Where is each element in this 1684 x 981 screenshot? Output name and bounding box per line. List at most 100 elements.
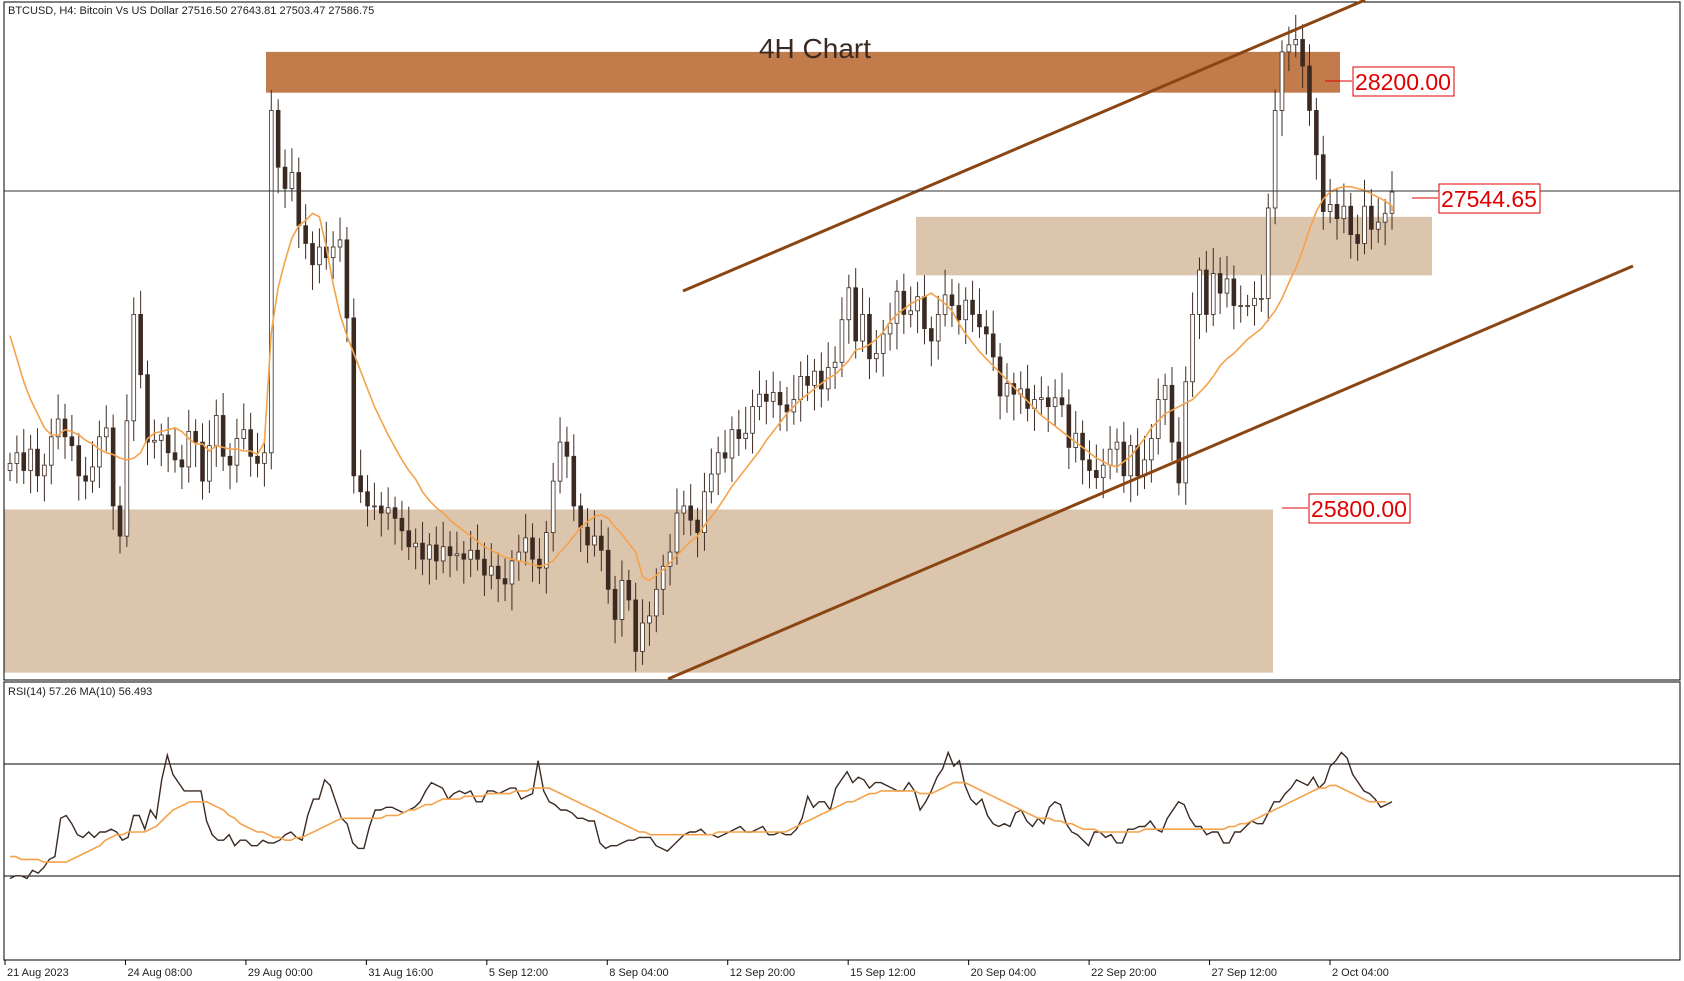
candle-body-bull bbox=[1259, 298, 1264, 300]
candle-body-bull bbox=[489, 565, 494, 576]
candle-body-bull bbox=[468, 549, 473, 560]
candle bbox=[7, 452, 13, 482]
channel-lower-line bbox=[667, 264, 1634, 681]
candle bbox=[1162, 373, 1168, 426]
candle bbox=[413, 528, 418, 570]
candle-body-bear bbox=[227, 455, 233, 466]
candle bbox=[970, 280, 975, 333]
candle-body-bear bbox=[1369, 205, 1374, 230]
candle bbox=[846, 274, 852, 344]
candle bbox=[97, 420, 102, 489]
candle bbox=[145, 360, 150, 466]
candle-body-bear bbox=[977, 313, 982, 328]
candle-body-bear bbox=[1300, 39, 1305, 67]
candle bbox=[158, 423, 164, 467]
candle-body-bull bbox=[1286, 44, 1292, 53]
candle-body-bear bbox=[378, 505, 384, 514]
candle-body-bull bbox=[268, 110, 274, 454]
candle bbox=[612, 575, 618, 644]
candle-body-bull bbox=[413, 542, 418, 548]
candle bbox=[268, 89, 274, 470]
candle bbox=[1004, 363, 1010, 413]
candle-body-bear bbox=[578, 505, 583, 528]
candle-body-bear bbox=[956, 305, 962, 321]
candle-body-bull bbox=[640, 622, 645, 652]
candle bbox=[1045, 385, 1051, 432]
candle bbox=[860, 288, 865, 352]
candle-body-bull bbox=[963, 299, 969, 321]
candle-body-bull bbox=[743, 432, 748, 439]
candle bbox=[619, 560, 625, 637]
candle-body-bear bbox=[475, 549, 480, 560]
candle-series bbox=[7, 14, 1395, 672]
candle bbox=[337, 217, 343, 262]
candle-body-bear bbox=[784, 404, 790, 413]
candle bbox=[880, 319, 886, 377]
candle-body-bear bbox=[358, 475, 363, 493]
candle bbox=[213, 399, 219, 467]
candle-body-bull bbox=[887, 322, 893, 335]
candle-body-bull bbox=[213, 415, 219, 447]
level-text-27544: 27544.65 bbox=[1441, 186, 1537, 212]
candle bbox=[1375, 198, 1381, 243]
candle bbox=[344, 226, 350, 343]
candle bbox=[14, 435, 20, 484]
x-tick-label: 8 Sep 04:00 bbox=[609, 967, 668, 979]
candle-body-bear bbox=[461, 553, 467, 560]
candle bbox=[1025, 364, 1030, 422]
candle bbox=[310, 231, 315, 290]
level-text-25800: 25800.00 bbox=[1311, 496, 1407, 522]
candle bbox=[984, 310, 989, 355]
candle bbox=[303, 204, 308, 260]
candle bbox=[392, 496, 398, 545]
candle bbox=[117, 486, 123, 554]
candle bbox=[1355, 214, 1360, 261]
candle bbox=[372, 482, 377, 520]
candle bbox=[688, 484, 693, 536]
candle bbox=[764, 380, 769, 425]
candle bbox=[736, 409, 742, 456]
candle-body-bull bbox=[1327, 204, 1333, 212]
candle bbox=[557, 417, 563, 494]
candle-body-bear bbox=[21, 452, 27, 471]
candle bbox=[1169, 367, 1175, 462]
candle bbox=[1314, 98, 1319, 180]
candle bbox=[358, 449, 363, 503]
candle-body-bull bbox=[812, 370, 817, 386]
candle-body-bull bbox=[1341, 205, 1347, 220]
candle bbox=[365, 475, 370, 527]
candle-body-bear bbox=[997, 356, 1003, 397]
candle-body-bull bbox=[770, 392, 776, 402]
candle bbox=[605, 527, 611, 604]
candle bbox=[1114, 428, 1120, 473]
candle-body-bear bbox=[365, 491, 370, 507]
candle-body-bear bbox=[69, 436, 75, 447]
candle bbox=[1011, 372, 1017, 421]
candle-body-bull bbox=[1265, 207, 1271, 299]
candle bbox=[1197, 257, 1202, 340]
candle bbox=[1190, 292, 1195, 398]
candle bbox=[179, 444, 185, 490]
candle-body-bull bbox=[1183, 381, 1189, 484]
level-text-28200: 28200.00 bbox=[1355, 69, 1451, 95]
candle bbox=[1066, 389, 1072, 470]
candle-body-bull bbox=[14, 452, 20, 464]
candle-body-bull bbox=[1162, 384, 1168, 400]
candle-body-bear bbox=[502, 578, 508, 585]
candle bbox=[165, 417, 171, 473]
candle bbox=[1217, 257, 1223, 315]
candle bbox=[1224, 256, 1230, 308]
candle-body-bull bbox=[1279, 51, 1285, 111]
candle bbox=[103, 405, 109, 452]
candle bbox=[110, 414, 116, 530]
candle bbox=[69, 414, 75, 462]
candle bbox=[62, 403, 68, 459]
candle-body-bear bbox=[351, 317, 357, 477]
candle-body-bear bbox=[819, 370, 824, 390]
candle-body-bull bbox=[1252, 298, 1257, 306]
candle bbox=[709, 448, 714, 504]
rsi-panel-frame bbox=[3, 681, 1681, 961]
candle bbox=[433, 526, 439, 580]
candle bbox=[599, 519, 604, 572]
